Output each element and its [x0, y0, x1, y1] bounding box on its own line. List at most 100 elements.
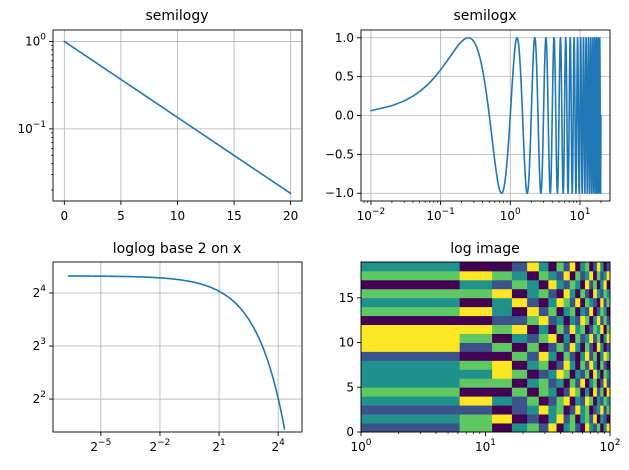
heatmap-cell — [511, 288, 528, 299]
heatmap-cell — [575, 405, 581, 415]
heatmap-cell — [593, 351, 598, 361]
heatmap-cell — [361, 306, 461, 317]
heatmap-cell — [606, 369, 611, 379]
heatmap-cell — [606, 405, 611, 415]
heatmap-cell — [361, 414, 461, 424]
heatmap-cell — [593, 423, 598, 433]
heatmap-cell — [593, 297, 598, 308]
heatmap-cell — [556, 423, 564, 433]
title-semilogx: semilogx — [453, 8, 516, 24]
heatmap-cell — [511, 342, 528, 352]
heatmap-cell — [575, 378, 581, 388]
heatmap-cell — [593, 369, 598, 379]
heatmap-cell — [589, 262, 594, 272]
heatmap-cell — [580, 279, 586, 290]
heatmap-cell — [492, 279, 513, 290]
heatmap-cell — [585, 270, 590, 281]
heatmap-cell — [569, 342, 576, 352]
x-tick-label: 10−1 — [426, 207, 455, 223]
heatmap-cell — [538, 369, 549, 379]
heatmap-cell — [569, 270, 576, 281]
heatmap-cell — [585, 324, 590, 334]
grid — [53, 30, 302, 201]
heatmap-cell — [548, 270, 557, 281]
heatmap-cell — [459, 387, 493, 397]
heatmap-cell — [585, 288, 590, 299]
heatmap-cell — [548, 315, 557, 326]
heatmap-cell — [585, 351, 590, 361]
heatmap-cell — [538, 288, 549, 299]
heatmap-cell — [538, 405, 549, 415]
heatmap-cell — [603, 262, 608, 272]
heatmap-cell — [580, 396, 586, 406]
heatmap-cell — [596, 315, 601, 326]
heatmap-cell — [575, 360, 581, 370]
heatmap-cell — [603, 297, 608, 308]
heatmap-cell — [600, 333, 604, 343]
x-tick-label: 0 — [60, 209, 68, 223]
heatmap-cell — [548, 378, 557, 388]
y-tick-label: 24 — [33, 284, 47, 300]
x-tick-label: 10−2 — [357, 207, 386, 223]
series-line — [63, 40, 292, 195]
axes-frame — [52, 261, 303, 433]
heatmap-cell — [361, 360, 461, 370]
heatmap-cell — [361, 324, 461, 334]
heatmap-cell — [603, 378, 608, 388]
ticks: 10−2 10−1 100 101 1.0 0.5 0.0 −0.5 −1.0 — [325, 31, 602, 223]
heatmap-cell — [603, 306, 608, 317]
heatmap-cell — [548, 423, 557, 433]
heatmap-cell — [361, 369, 461, 379]
heatmap-cell — [361, 396, 461, 406]
heatmap-cell — [459, 279, 493, 290]
heatmap-cell — [589, 387, 594, 397]
heatmap-cell — [580, 369, 586, 379]
heatmap-cell — [600, 306, 604, 317]
heatmap-cell — [459, 262, 493, 272]
heatmap-cell — [527, 324, 540, 334]
heatmap-cell — [606, 279, 611, 290]
heatmap-cell — [538, 396, 549, 406]
heatmap-cell — [580, 342, 586, 352]
heatmap-cell — [548, 405, 557, 415]
heatmap-cell — [556, 315, 564, 326]
heatmap-cell — [600, 369, 604, 379]
heatmap-cell — [589, 378, 594, 388]
heatmap-cell — [593, 360, 598, 370]
heatmap-cell — [593, 342, 598, 352]
heatmap-cell — [459, 288, 493, 299]
heatmap-cell — [569, 387, 576, 397]
heatmap-cell — [600, 405, 604, 415]
heatmap-cell — [527, 369, 540, 379]
heatmap-cell — [563, 324, 571, 334]
heatmap-cell — [606, 342, 611, 352]
heatmap-cell — [580, 378, 586, 388]
heatmap-cell — [492, 423, 513, 433]
heatmap-cell — [556, 279, 564, 290]
heatmap-cell — [580, 423, 586, 433]
heatmap-cell — [603, 315, 608, 326]
heatmap-cell — [556, 270, 564, 281]
heatmap-cell — [548, 333, 557, 343]
heatmap-cell — [569, 378, 576, 388]
heatmap-cell — [593, 262, 598, 272]
heatmap-cell — [511, 306, 528, 317]
heatmap-cell — [569, 369, 576, 379]
heatmap-cell — [593, 414, 598, 424]
x-tick-label: 20 — [283, 209, 298, 223]
heatmap-cell — [575, 342, 581, 352]
heatmap-cell — [527, 262, 540, 272]
heatmap-cell — [600, 378, 604, 388]
heatmap-cell — [511, 378, 528, 388]
heatmap-cell — [527, 387, 540, 397]
heatmap-cell — [606, 333, 611, 343]
heatmap-cell — [538, 378, 549, 388]
title-log-image: log image — [450, 241, 519, 257]
heatmap-cell — [492, 262, 513, 272]
heatmap-cell — [606, 315, 611, 326]
heatmap-cell — [575, 288, 581, 299]
heatmap-cell — [600, 315, 604, 326]
heatmap-cell — [596, 297, 601, 308]
heatmap-cell — [600, 351, 604, 361]
heatmap-cell — [492, 333, 513, 343]
